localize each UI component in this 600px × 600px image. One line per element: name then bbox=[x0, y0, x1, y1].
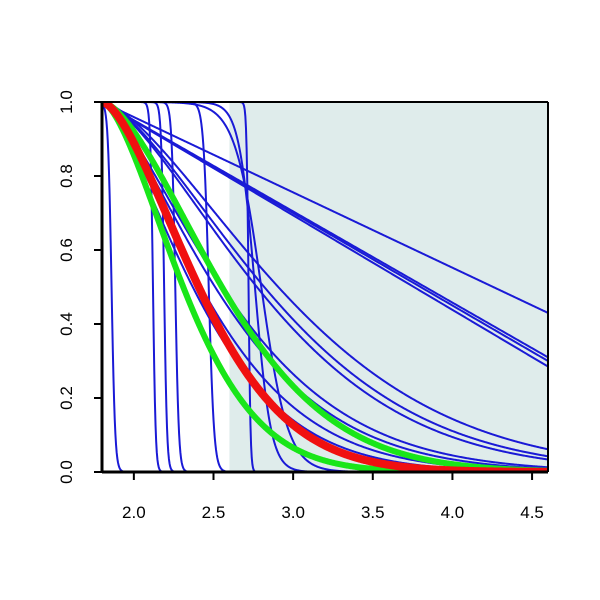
series-line-blue-11 bbox=[102, 102, 548, 469]
series-line-green-20 bbox=[102, 102, 548, 472]
x-tick-label: 2.0 bbox=[122, 503, 146, 522]
y-tick-label: 0.2 bbox=[57, 386, 76, 410]
series-line-blue-15 bbox=[102, 102, 548, 314]
y-tick-label: 1.0 bbox=[57, 90, 76, 114]
series-line-blue-10 bbox=[102, 102, 548, 461]
series-line-blue-3 bbox=[102, 102, 548, 472]
x-tick-label: 4.0 bbox=[441, 503, 465, 522]
x-tick-label: 4.5 bbox=[520, 503, 544, 522]
x-tick-label: 2.5 bbox=[202, 503, 226, 522]
y-tick-label: 0.8 bbox=[57, 164, 76, 188]
series-line-blue-12 bbox=[102, 102, 548, 470]
x-tick-label: 3.5 bbox=[361, 503, 385, 522]
series-line-blue-9 bbox=[102, 102, 548, 458]
x-tick-label: 3.0 bbox=[281, 503, 305, 522]
axes: 2.0 2.5 3.0 3.5 4.0 4.5 0.0 0.2 0.4 0.6 0.8 1.0 bbox=[57, 90, 549, 522]
y-tick-label: 0.6 bbox=[57, 238, 76, 262]
y-tick-label: 0.4 bbox=[57, 312, 76, 336]
series-line-blue-8 bbox=[102, 102, 548, 451]
y-tick-label: 0.0 bbox=[57, 460, 76, 484]
series-line-blue-18 bbox=[102, 102, 548, 368]
